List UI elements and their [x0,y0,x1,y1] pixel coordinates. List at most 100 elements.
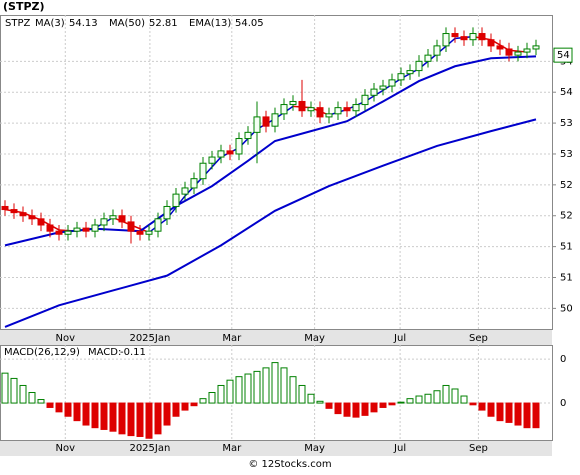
macd-bar [280,367,288,404]
macd-bar [109,402,117,432]
candle-body [442,33,450,47]
macd-bar [172,402,180,417]
macd-bar [10,377,18,404]
candle-body [145,230,153,235]
x-tick-label: May [304,333,325,344]
macd-bar [217,384,225,404]
candle-body [91,224,99,232]
macd-bar [487,402,495,417]
candle-body [73,227,81,232]
macd-bar [37,399,45,404]
y-tick-label: 52 [560,180,573,191]
candle-body [478,33,486,41]
candle-body [217,150,225,158]
macd-bar [1,372,9,404]
candle-body [100,218,108,226]
candle-body [298,100,306,112]
candle-body [532,45,540,50]
candle-body [163,205,171,220]
macd-bar [100,402,108,430]
macd-bar [262,367,270,404]
macd-bar [523,402,531,429]
legend-text: STPZ [5,18,30,29]
y-tick-label: 0 [560,398,566,409]
x-tick-label: 2025Jan [129,333,170,344]
macd-bar [19,384,27,404]
macd-title: MACD(26,12,9) [4,347,80,358]
macd-bar [28,392,36,404]
macd-bar [442,384,450,404]
macd-bar [379,402,387,408]
y-tick-label: 0 [560,354,566,365]
macd-bar [352,402,360,418]
candle-body [1,205,9,211]
macd-bar [73,402,81,422]
candle-body [334,107,342,115]
y-tick-label: 53 [560,149,573,160]
macd-bar [235,376,243,404]
macd-bar [118,402,126,435]
candle-body [109,215,117,220]
candle-body [64,230,72,235]
macd-panel [0,345,553,441]
candle-body [523,48,531,53]
date-band [0,440,552,456]
candle-body [307,107,315,112]
macd-bar [226,379,234,404]
candle-body [316,107,324,118]
candle-body [235,138,243,155]
macd-bar [208,392,216,404]
candle-body [46,224,54,232]
candle-body [469,33,477,41]
candle-body [415,60,423,72]
macd-bar [343,402,351,417]
macd-bar [307,393,315,404]
y-tick-label: 51 [560,273,573,284]
footer: © 12Stocks.com [248,459,331,470]
macd-bar [514,402,522,426]
macd-bar [325,402,333,409]
candle-body [226,150,234,155]
macd-bar [289,376,297,404]
macd-bar [388,402,396,406]
candle-body [253,116,261,133]
candle-body [127,221,135,232]
candle-body [379,85,387,90]
legend-text: MA(3) [35,18,65,29]
macd-bar [82,402,90,426]
candle-body [118,215,126,223]
x-tick-label: Nov [56,333,76,344]
macd-bar [298,384,306,404]
macd-value-name: MACD: [88,347,121,358]
candle-body [514,51,522,56]
macd-bar [370,402,378,413]
candle-body [289,100,297,106]
candle-body [343,107,351,112]
macd-bar [136,402,144,437]
price-tag-label: 54 [557,50,570,61]
x-tick-label: Nov [56,443,76,454]
candle-body [388,79,396,87]
macd-bar [145,402,153,439]
macd-bar [505,402,513,423]
x-tick-label: 2025Jan [129,443,170,454]
candle-body [460,36,468,41]
candle-body [271,113,279,127]
candle-body [496,45,504,50]
y-tick-label: 53 [560,118,573,129]
macd-bar [127,402,135,437]
candle-body [208,156,216,164]
candle-body [262,116,270,127]
macd-bar [244,373,252,404]
macd-bar [190,402,198,407]
macd-bar [532,402,540,429]
macd-value: -0.11 [120,347,146,358]
ma-line [4,55,537,247]
legend-text: EMA(13) [189,18,231,29]
macd-bar [181,402,189,411]
macd-bar [361,402,369,416]
macd-bar [478,402,486,411]
candle-body [397,73,405,81]
candle-body [406,70,414,75]
